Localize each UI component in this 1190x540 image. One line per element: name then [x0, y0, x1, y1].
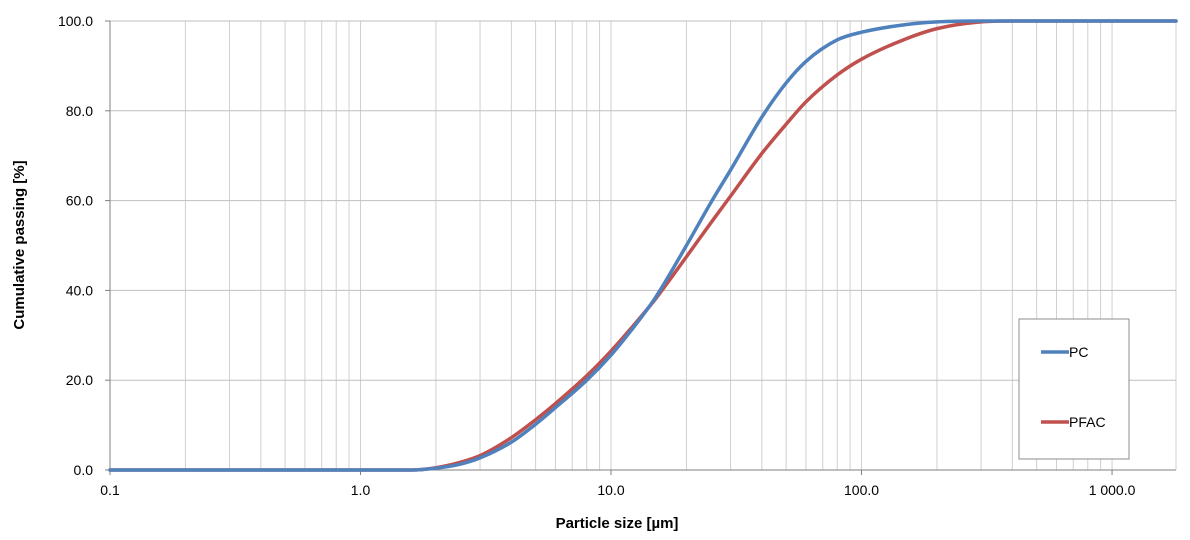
y-tick-label: 80.0 — [66, 103, 93, 119]
x-tick-labels: 0.1 1.0 10.0 100.0 1 000.0 — [100, 482, 1135, 498]
legend-box — [1018, 318, 1130, 460]
y-tick-label: 20.0 — [66, 372, 93, 388]
y-tick-label: 60.0 — [66, 193, 93, 209]
legend-label-pfac: PFAC — [1069, 414, 1106, 430]
legend-label-pc: PC — [1069, 344, 1088, 360]
series-line-pc — [108, 19, 1178, 472]
grid — [105, 20, 1177, 475]
series-line-pfac — [108, 19, 1178, 472]
series-lines — [108, 19, 1178, 472]
x-tick-label: 1.0 — [351, 482, 371, 498]
x-tick-label: 10.0 — [597, 482, 624, 498]
x-axis-title: Particle size [µm] — [556, 515, 679, 532]
legend: PC PFAC — [1018, 318, 1130, 460]
y-tick-labels: 0.0 20.0 40.0 60.0 80.0 100.0 — [58, 13, 93, 478]
y-axis-title: Cumulative passing [%] — [11, 160, 28, 329]
x-tick-label: 1 000.0 — [1089, 482, 1136, 498]
x-tick-label: 0.1 — [100, 482, 120, 498]
y-tick-label: 100.0 — [58, 13, 93, 29]
x-tick-label: 100.0 — [844, 482, 879, 498]
y-tick-label: 40.0 — [66, 282, 93, 298]
y-tick-label: 0.0 — [74, 462, 94, 478]
